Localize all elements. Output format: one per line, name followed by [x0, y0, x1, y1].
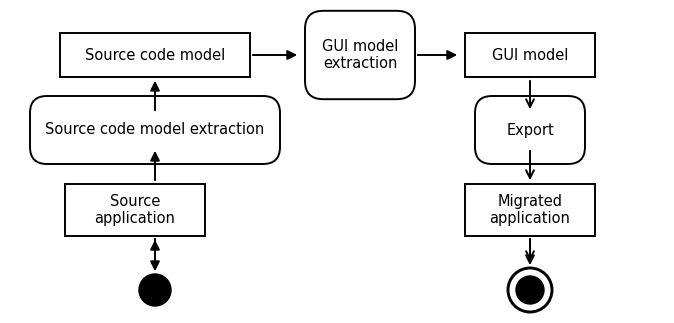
FancyBboxPatch shape [30, 96, 280, 164]
FancyBboxPatch shape [465, 184, 595, 236]
Text: GUI model: GUI model [492, 47, 568, 62]
FancyBboxPatch shape [465, 33, 595, 77]
FancyBboxPatch shape [305, 11, 415, 99]
Ellipse shape [508, 268, 552, 312]
Text: Export: Export [506, 122, 554, 138]
Ellipse shape [516, 276, 544, 304]
Ellipse shape [139, 274, 171, 306]
Text: Source code model extraction: Source code model extraction [45, 122, 265, 138]
FancyBboxPatch shape [475, 96, 585, 164]
Text: GUI model
extraction: GUI model extraction [321, 39, 398, 71]
FancyBboxPatch shape [60, 33, 250, 77]
FancyBboxPatch shape [65, 184, 205, 236]
Text: Source code model: Source code model [85, 47, 225, 62]
Text: Migrated
application: Migrated application [489, 194, 570, 226]
Text: Source
application: Source application [94, 194, 175, 226]
